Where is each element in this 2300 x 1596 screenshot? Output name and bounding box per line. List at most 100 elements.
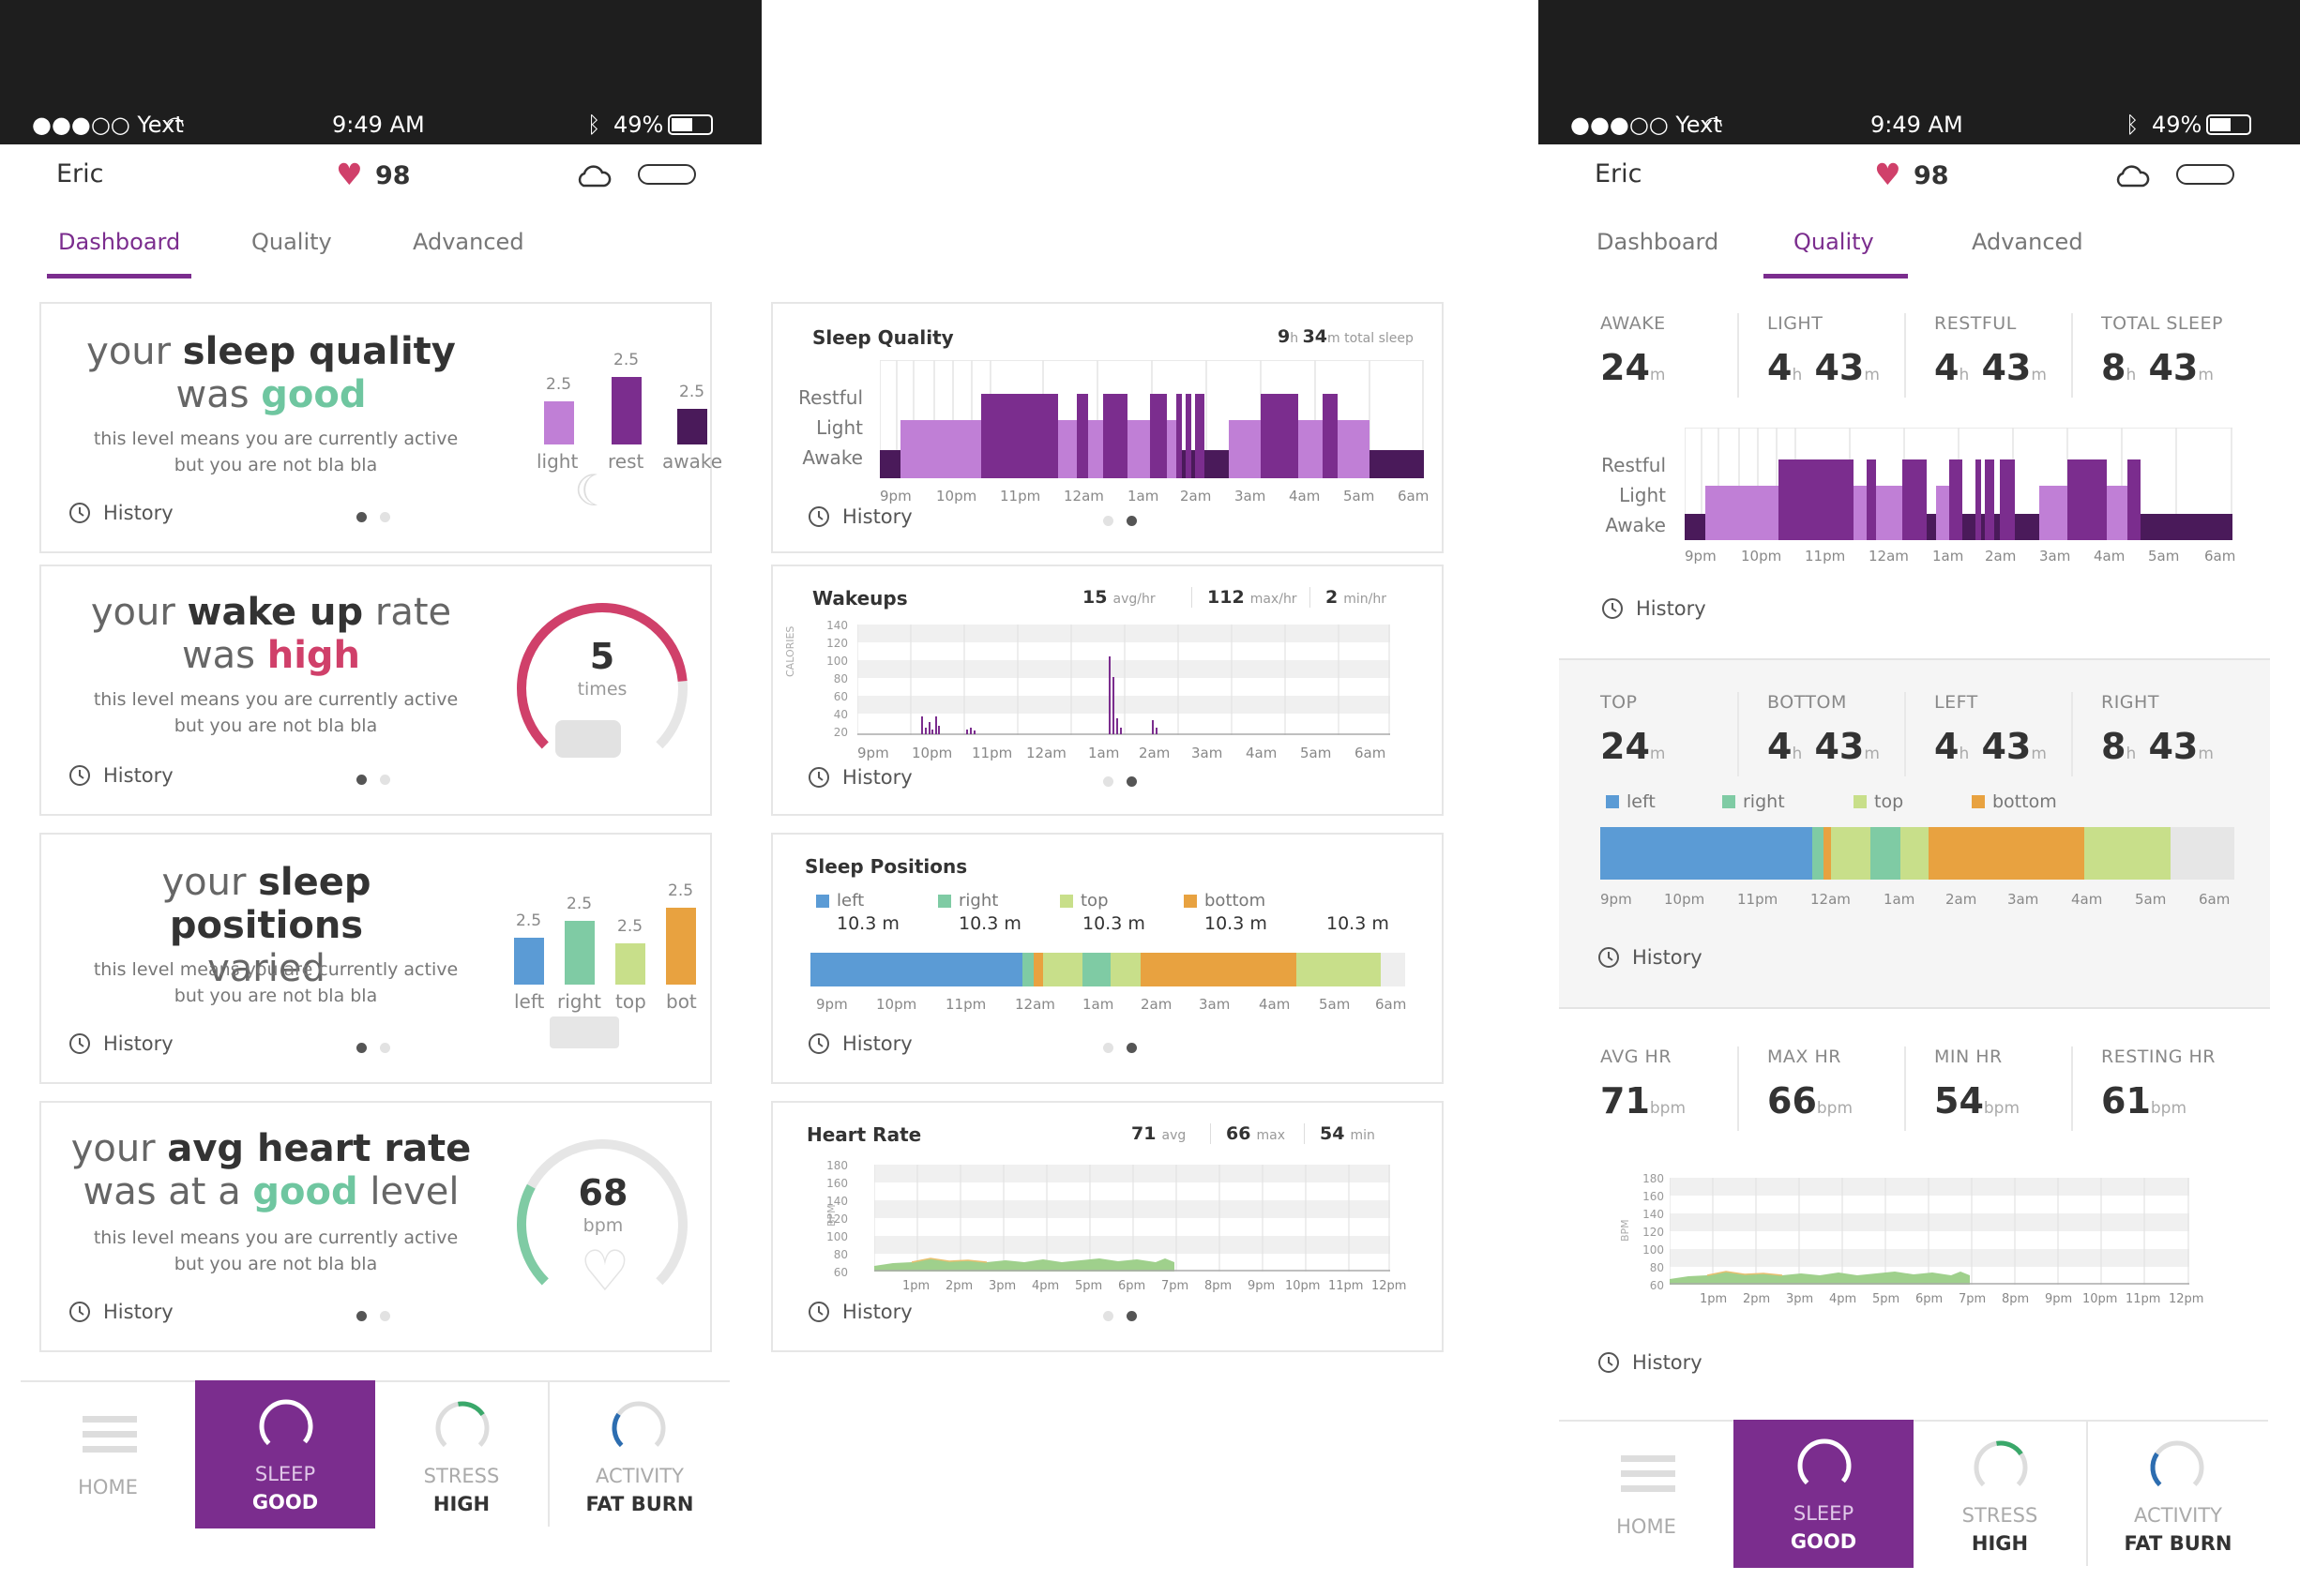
sleep-quality-card[interactable]: your sleep quality was good this level m… (39, 302, 723, 553)
page-dots[interactable] (1103, 776, 1137, 787)
sleep-quality-bars: 2.5 light 2.5 rest 2.5 awake (537, 351, 723, 473)
activity-ring-icon (2150, 1440, 2204, 1495)
history-link[interactable]: History (807, 504, 913, 529)
page-dots[interactable] (356, 775, 390, 785)
heart-icon: ♥ (1874, 157, 1901, 192)
heart-rate-gauge-value: 68 (578, 1172, 628, 1213)
history-link[interactable]: History (68, 763, 174, 788)
tab-advanced[interactable]: Advanced (413, 229, 524, 255)
sleep-quality-chart-card[interactable]: Sleep Quality 9h 34m total sleep Restful… (771, 302, 1444, 553)
history-link[interactable]: History (68, 501, 174, 525)
page-dots[interactable] (356, 512, 390, 522)
history-icon (809, 1033, 829, 1054)
total-sleep-stat: 9h 34m total sleep (1278, 326, 1414, 347)
tab-dashboard[interactable]: Dashboard (58, 229, 181, 255)
chart-title: Sleep Quality (812, 326, 954, 349)
sleep-ring-icon (259, 1399, 313, 1453)
page-dots[interactable] (356, 1043, 390, 1053)
battery-icon (2206, 114, 2251, 135)
heart-rate-card[interactable]: your avg heart rate was at a good level … (39, 1101, 712, 1352)
positions-bar (1600, 827, 2234, 880)
heart-rate-chart (874, 1165, 1390, 1272)
time-label: 9:49 AM (1870, 112, 1963, 138)
moon-icon: ☾ (574, 465, 613, 516)
menu-icon (1621, 1455, 1675, 1492)
chart-title: Heart Rate (807, 1123, 922, 1146)
chart-title: Wakeups (812, 587, 908, 610)
wake-up-desc: this level means you are currently activ… (93, 689, 459, 736)
positions-legend: left right top bottom (1606, 791, 2094, 812)
bar-left (514, 938, 544, 985)
nav-stress[interactable]: STRESS HIGH (1914, 1422, 2088, 1566)
tab-quality[interactable]: Quality (251, 229, 332, 255)
heart-rate-chart-card[interactable]: Heart Rate 71 avg 66 max 54 min BPM 180 … (771, 1101, 1444, 1352)
history-icon (1598, 1352, 1619, 1373)
cloud-icon[interactable] (574, 161, 612, 193)
battery-label: 49% (613, 112, 664, 138)
tab-quality[interactable]: Quality (1793, 229, 1874, 255)
history-icon (69, 1302, 90, 1322)
history-link[interactable]: History (807, 765, 913, 790)
history-link[interactable]: History (68, 1300, 174, 1324)
history-link[interactable]: History (68, 1031, 174, 1056)
battery-label: 49% (2152, 112, 2202, 138)
wifi-icon: ◠ (165, 112, 185, 138)
heart-rate-gauge-unit: bpm (583, 1215, 624, 1236)
bluetooth-icon: ᛒ (587, 112, 601, 138)
status-bar: ●●●○○ Yext ◠ 9:49 AM ᛒ 49% (1538, 0, 2300, 144)
history-link[interactable]: History (1600, 596, 1706, 621)
wake-up-unit: times (577, 679, 628, 700)
nav-stress[interactable]: STRESS HIGH (375, 1382, 550, 1527)
nav-activity[interactable]: ACTIVITY FAT BURN (2088, 1422, 2268, 1566)
bed-icon (550, 1016, 619, 1048)
page-dots[interactable] (1103, 1311, 1137, 1321)
nav-sleep[interactable]: SLEEP GOOD (195, 1380, 375, 1528)
heart-icon: ♥ (336, 157, 363, 192)
tab-dashboard[interactable]: Dashboard (1596, 229, 1719, 255)
history-link[interactable]: History (1596, 1350, 1702, 1375)
history-link[interactable]: History (807, 1031, 913, 1056)
bed-icon (555, 720, 621, 758)
band-icon[interactable] (638, 164, 696, 185)
bottom-nav: HOME SLEEP GOOD STRESS HIGH ACTIVITY FAT… (1559, 1420, 2268, 1568)
stress-ring-icon (1974, 1440, 2028, 1495)
sleep-positions-card[interactable]: your sleep positions varied this level m… (39, 833, 712, 1084)
sleep-stage-stats: AWAKE 24m LIGHT 4h 43m RESTFUL 4h 43m TOTAL… (1572, 313, 2238, 398)
history-icon (809, 1302, 829, 1322)
sleep-quality-headline: your sleep quality was good (86, 330, 456, 416)
activity-ring-icon (612, 1401, 666, 1455)
menu-icon (83, 1416, 137, 1453)
sleep-quality-chart (1685, 428, 2232, 540)
band-icon[interactable] (2176, 164, 2234, 185)
history-icon (1598, 947, 1619, 968)
page-dots[interactable] (1103, 1043, 1137, 1053)
wakeups-chart (857, 625, 1390, 735)
history-link[interactable]: History (807, 1300, 913, 1324)
nav-home[interactable]: HOME (21, 1382, 195, 1527)
tab-advanced[interactable]: Advanced (1972, 229, 2083, 255)
sleep-positions-desc: this level means you are currently activ… (93, 959, 459, 1006)
sleep-quality-desc: this level means you are currently activ… (93, 429, 459, 475)
heart-rate-chart (1670, 1178, 2189, 1285)
bar-bottom (666, 908, 696, 985)
cloud-icon[interactable] (2112, 161, 2150, 193)
history-icon (809, 767, 829, 788)
sleep-positions-chart-card[interactable]: Sleep Positions left right top bottom 10… (771, 833, 1444, 1084)
wakeups-chart-card[interactable]: Wakeups 15 avg/hr 112 max/hr 2 min/hr CA… (771, 565, 1444, 816)
bar-top (615, 943, 645, 985)
bar-right (565, 921, 595, 985)
wake-up-card[interactable]: your wake up rate was high this level me… (39, 565, 712, 816)
bluetooth-icon: ᛒ (2126, 112, 2140, 138)
wake-up-headline: your wake up rate was high (90, 591, 452, 677)
history-link[interactable]: History (1596, 945, 1702, 970)
bar-rest (612, 377, 642, 444)
chart-title: Sleep Positions (805, 855, 968, 878)
nav-sleep[interactable]: SLEEP GOOD (1733, 1420, 1914, 1568)
time-label: 9:49 AM (332, 112, 425, 138)
nav-activity[interactable]: ACTIVITY FAT BURN (550, 1382, 730, 1527)
page-dots[interactable] (1103, 516, 1137, 526)
sleep-positions-headline: your sleep positions varied (161, 861, 371, 990)
page-dots[interactable] (356, 1311, 390, 1321)
bar-light (544, 401, 574, 444)
nav-home[interactable]: HOME (1559, 1422, 1733, 1566)
